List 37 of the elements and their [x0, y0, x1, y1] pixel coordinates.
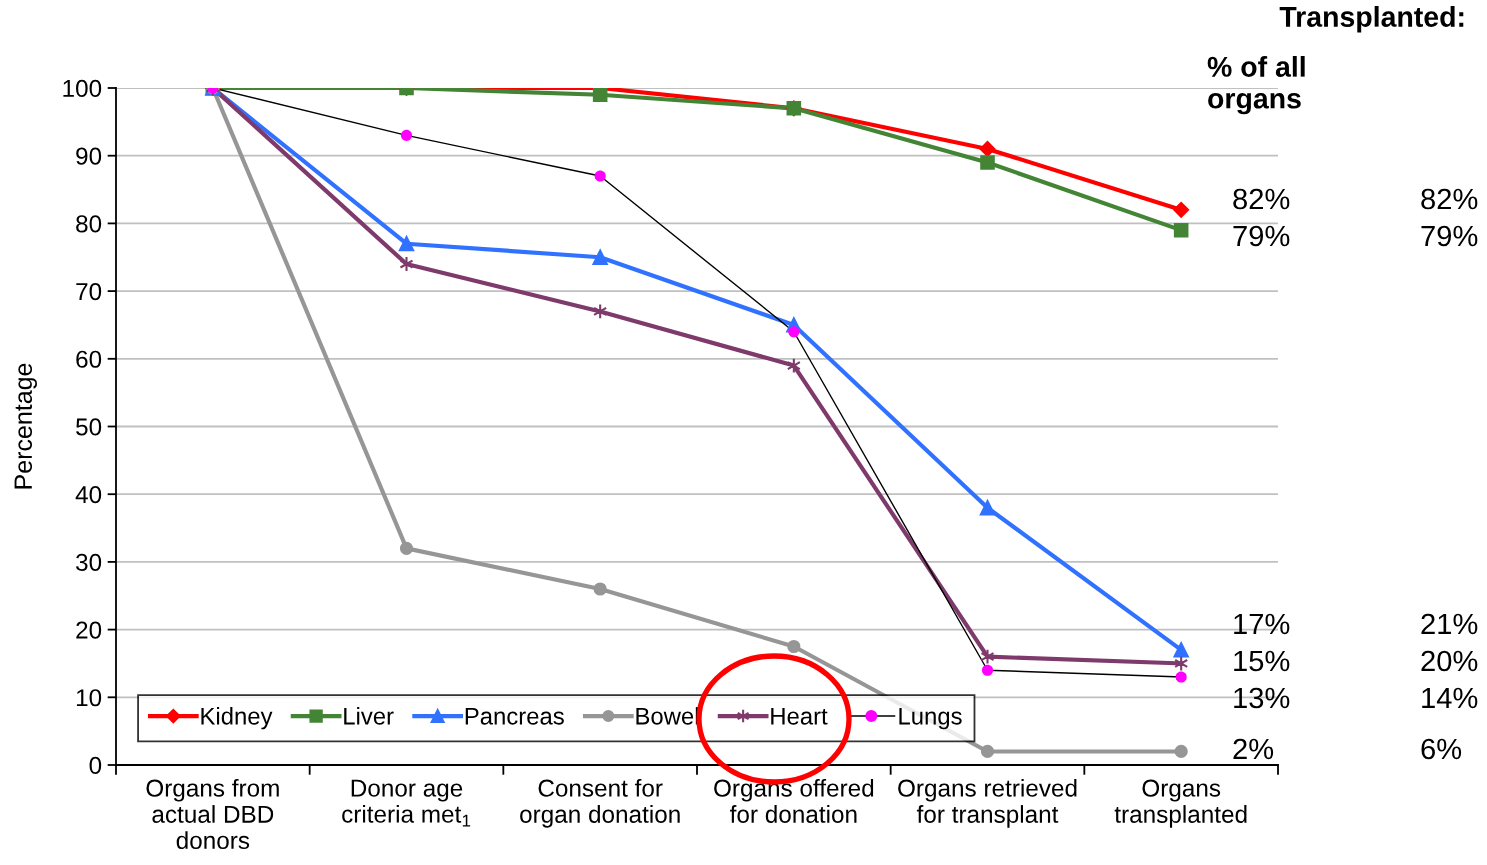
text: 82% [1421, 188, 1478, 210]
text: 14% [1422, 687, 1478, 709]
y-tick-label: 30 [76, 553, 102, 571]
x-tick-label: Organs retrieved for transplant [898, 778, 1077, 828]
legend-label: Kidney [201, 707, 273, 730]
legend-label: Pancreas [465, 707, 564, 725]
legend-label: Heart [771, 707, 828, 725]
y-tick-label: 10 [76, 689, 102, 707]
text: 79% [1421, 225, 1478, 247]
y-tick-label: 40 [75, 486, 102, 504]
text: 20% [1421, 650, 1478, 672]
data-label: 17% [1234, 613, 1290, 635]
x-tick-label: Donor age criteria met$_{1}$ [342, 779, 471, 827]
y-tick-label: 50 [76, 418, 102, 436]
y-tick-label: 20 [76, 621, 102, 639]
data-label: 13% [1234, 687, 1290, 709]
x-tick-label: Organs offered for donation [714, 778, 874, 823]
data-label: 2% [1233, 738, 1274, 760]
y-tick-label: 100 [63, 79, 102, 98]
x-tick-label: Organs transplanted [1114, 779, 1247, 828]
legend-label: Lungs [899, 707, 962, 730]
data-label: 79% [1233, 225, 1290, 247]
text: 6% [1421, 738, 1462, 760]
y-tick-label: 90 [76, 147, 102, 165]
x-tick-label: Consent for organ donation [520, 778, 680, 828]
y-tick-label: 0 [89, 756, 102, 775]
text: 21% [1421, 613, 1478, 635]
y-axis-title: Percentage [14, 363, 37, 489]
y-tick-label: 80 [76, 215, 102, 233]
data-label: 15% [1234, 650, 1290, 672]
y-tick-label: 70 [76, 282, 102, 301]
x-tick-label: Organs from actual DBD donors [146, 778, 279, 850]
data-label: 82% [1233, 188, 1290, 210]
y-tick-label: 60 [76, 350, 102, 368]
legend-label: Liver [344, 707, 394, 725]
text: Transplanted: [1279, 6, 1464, 33]
annotation: % of all organs [1207, 56, 1305, 115]
